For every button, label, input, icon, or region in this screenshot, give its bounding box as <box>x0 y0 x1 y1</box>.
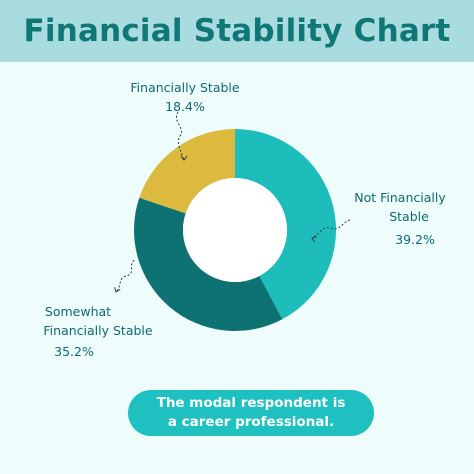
pointer-not-financially-stable <box>311 219 351 239</box>
chart-title: Financial Stability Chart <box>23 13 451 49</box>
donut-chart <box>114 111 351 331</box>
label-financially-stable-value: 18.4% <box>165 99 205 114</box>
slice-somewhat-financially-stable <box>134 197 283 331</box>
pointer-not-financially-stable-head <box>311 236 317 243</box>
header-band: Financial Stability Chart <box>0 0 474 62</box>
summary-note: The modal respondent is a career profess… <box>128 390 374 436</box>
label-not-stable-value: 39.2% <box>395 232 435 247</box>
summary-note-text: The modal respondent is a career profess… <box>156 395 346 430</box>
slice-financially-stable <box>139 129 235 214</box>
label-not-stable-name-1: Not Financially <box>354 190 446 205</box>
label-somewhat-name-1: Somewhat <box>44 304 112 319</box>
label-financially-stable-name: Financially Stable <box>130 80 240 95</box>
label-financially-stable: Financially Stable 18.4% <box>100 78 270 116</box>
label-somewhat-name-2: Financially Stable <box>43 323 153 338</box>
label-not-stable-name-2: Stable <box>389 209 429 224</box>
donut-hole <box>183 178 287 282</box>
label-somewhat-value: 35.2% <box>54 344 94 359</box>
label-not-financially-stable: Not Financially Stable 39.2% <box>340 188 460 249</box>
slice-not-financially-stable <box>235 129 336 320</box>
pointer-financially-stable-head <box>180 155 188 161</box>
label-somewhat-financially-stable: Somewhat Financially Stable 35.2% <box>18 302 178 361</box>
pointer-somewhat-financially-stable-head <box>114 287 121 293</box>
pointer-financially-stable <box>176 111 185 161</box>
pointer-somewhat-financially-stable <box>115 259 135 293</box>
